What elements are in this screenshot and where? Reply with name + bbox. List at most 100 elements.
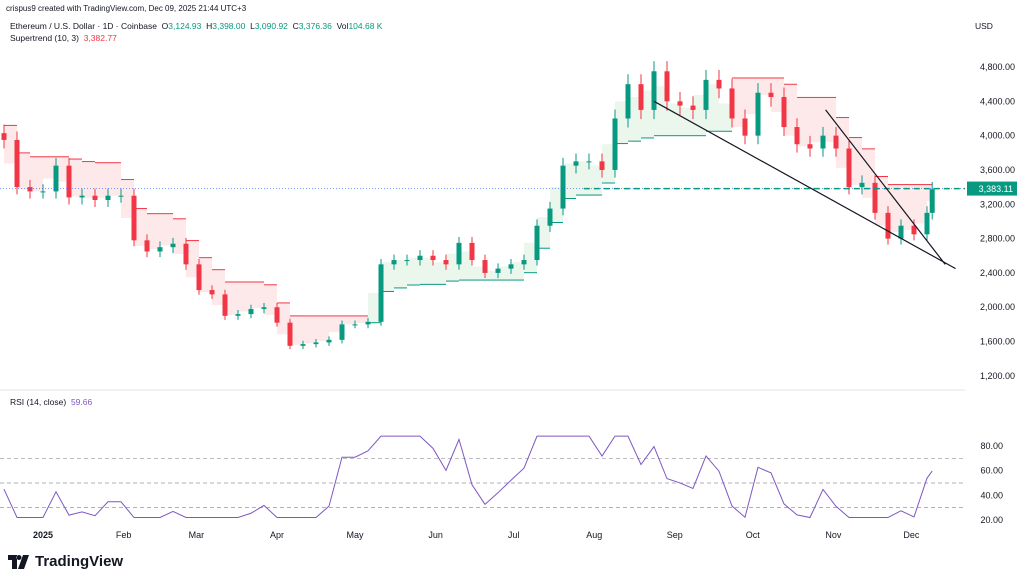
candle	[417, 255, 423, 261]
supertrend-fill	[472, 266, 485, 281]
candle	[300, 344, 306, 346]
supertrend-fill	[238, 281, 251, 312]
rsi-line	[3, 435, 933, 519]
rsi-legend[interactable]: RSI (14, close) 59.66	[10, 397, 92, 407]
supertrend-fill	[745, 77, 758, 115]
supertrend-fill	[459, 251, 472, 281]
candle	[40, 191, 46, 193]
supertrend-fill	[199, 257, 212, 293]
candle	[482, 260, 488, 273]
low-label: L	[250, 21, 255, 31]
candle	[430, 255, 436, 261]
open-value: 3,124.93	[168, 21, 202, 31]
supertrend-fill	[797, 97, 810, 147]
supertrend-fill	[329, 315, 342, 333]
close-value: 3,376.36	[298, 21, 332, 31]
candle	[534, 225, 540, 261]
supertrend-fill	[654, 86, 667, 136]
time-tick: Jul	[508, 530, 520, 540]
candle	[872, 182, 878, 213]
candle	[235, 314, 241, 316]
supertrend-fill	[394, 260, 407, 288]
candle	[929, 189, 935, 213]
candle	[560, 165, 566, 209]
candle	[716, 79, 722, 89]
supertrend-legend[interactable]: Supertrend (10, 3) 3,382.77	[10, 33, 117, 43]
candle	[144, 240, 150, 252]
supertrend-fill	[589, 165, 602, 196]
candle	[612, 118, 618, 170]
supertrend-fill	[563, 163, 576, 199]
high-value: 3,398.00	[212, 21, 246, 31]
candle	[391, 260, 397, 265]
supertrend-fill	[693, 94, 706, 136]
supertrend-fill	[628, 97, 641, 142]
candle	[859, 182, 865, 188]
supertrend-fill	[407, 257, 420, 286]
supertrend-fill	[810, 97, 823, 143]
candle	[313, 342, 319, 345]
supertrend-fill	[368, 293, 381, 323]
time-tick: May	[346, 530, 364, 540]
symbol-name[interactable]: Ethereum / U.S. Dollar · 1D · Coinbase	[10, 21, 157, 31]
supertrend-fill	[602, 144, 615, 184]
time-tick: Mar	[189, 530, 205, 540]
supertrend-fill	[901, 184, 914, 231]
close-label: C	[292, 21, 299, 31]
price-tick: 4,800.00	[980, 62, 1015, 72]
supertrend-fill	[576, 161, 589, 196]
candle	[742, 118, 748, 136]
last-price-label: 3,383.11	[979, 184, 1013, 194]
candle	[768, 92, 774, 98]
candle	[105, 195, 111, 200]
price-tick: 2,800.00	[980, 234, 1015, 244]
candle	[443, 260, 449, 265]
candle	[274, 307, 280, 323]
candle	[196, 264, 202, 291]
candle	[781, 97, 787, 128]
candle	[508, 264, 514, 269]
time-tick: Sep	[667, 530, 683, 540]
candle	[14, 139, 20, 188]
supertrend-fill	[251, 281, 264, 309]
candle	[573, 161, 579, 166]
candle	[846, 148, 852, 188]
price-tick: 2,000.00	[980, 302, 1015, 312]
rsi-tick: 40.00	[980, 490, 1003, 500]
supertrend-fill	[615, 101, 628, 144]
supertrend-fill	[823, 97, 836, 143]
price-tick: 2,400.00	[980, 268, 1015, 278]
tradingview-logo[interactable]: TradingView	[8, 553, 123, 570]
supertrend-fill	[849, 137, 862, 185]
supertrend-fill	[420, 257, 433, 285]
candle	[755, 92, 761, 136]
candle	[833, 135, 839, 149]
candle	[547, 208, 553, 226]
candle	[261, 307, 267, 309]
supertrend-fill	[121, 179, 134, 219]
time-tick: Dec	[903, 530, 920, 540]
candle	[651, 71, 657, 110]
rsi-tick: 80.00	[980, 441, 1003, 451]
supertrend-fill	[290, 315, 303, 345]
candle	[794, 127, 800, 145]
supertrend-label: Supertrend (10, 3)	[10, 33, 79, 43]
time-tick: Jun	[428, 530, 443, 540]
supertrend-fill	[381, 262, 394, 292]
candle	[729, 88, 735, 119]
supertrend-fill	[134, 208, 147, 246]
rsi-label: RSI (14, close)	[10, 397, 67, 407]
supertrend-fill	[225, 281, 238, 315]
supertrend-fill	[4, 125, 17, 164]
candle	[807, 144, 813, 149]
candle	[469, 242, 475, 261]
supertrend-fill	[537, 217, 550, 249]
candle	[885, 212, 891, 239]
supertrend-fill	[927, 184, 933, 202]
supertrend-fill	[667, 103, 680, 136]
supertrend-fill	[342, 315, 355, 325]
candle	[170, 243, 176, 248]
tradingview-logo-icon	[8, 554, 29, 569]
supertrend-fill	[719, 103, 732, 132]
